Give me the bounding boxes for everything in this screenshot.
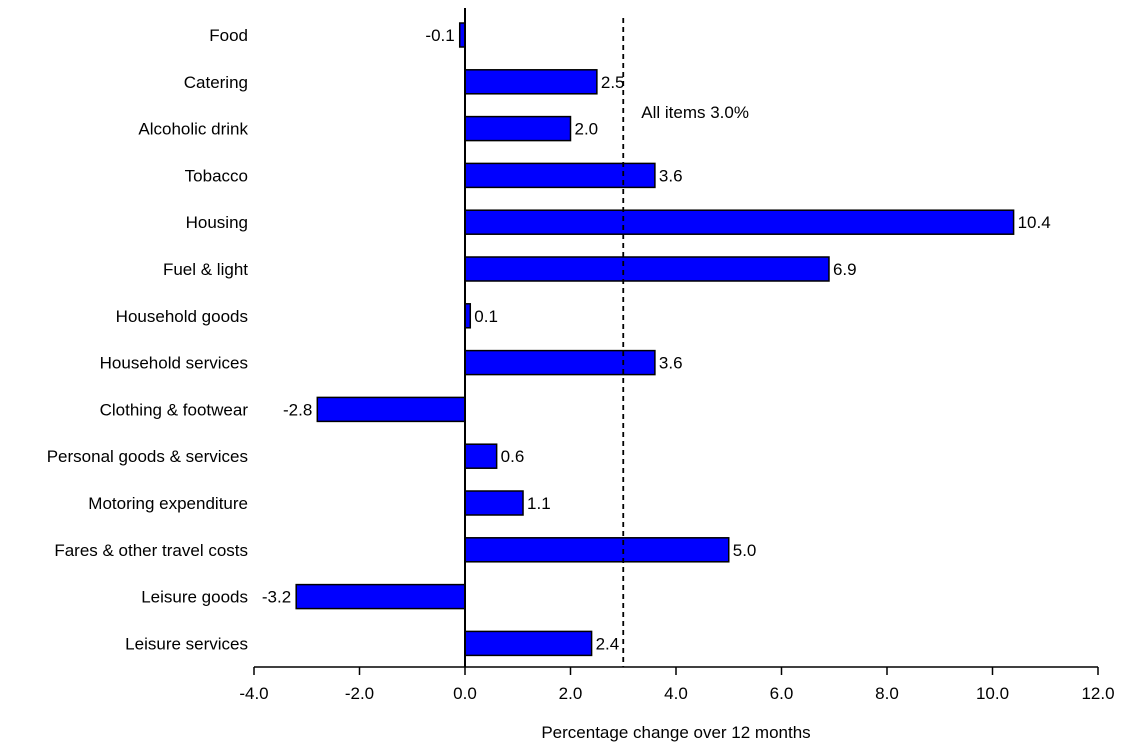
category-label: Personal goods & services xyxy=(47,447,248,466)
x-tick-label: 8.0 xyxy=(875,684,899,703)
category-label: Food xyxy=(209,26,248,45)
category-label: Alcoholic drink xyxy=(138,120,248,139)
category-label: Catering xyxy=(184,73,248,92)
bar xyxy=(464,490,524,516)
x-tick-label: 12.0 xyxy=(1081,684,1114,703)
category-label: Leisure goods xyxy=(141,588,248,607)
category-label: Clothing & footwear xyxy=(100,400,249,419)
value-label: 10.4 xyxy=(1018,213,1051,232)
category-label: Fares & other travel costs xyxy=(54,541,248,560)
x-tick-label: -2.0 xyxy=(345,684,374,703)
category-label: Housing xyxy=(186,213,248,232)
value-label: 6.9 xyxy=(833,260,857,279)
bars-layer xyxy=(295,22,1015,657)
bar xyxy=(464,256,830,282)
bar xyxy=(464,209,1015,235)
value-label: -2.8 xyxy=(283,400,312,419)
value-label: 0.6 xyxy=(501,447,525,466)
bar xyxy=(464,630,593,657)
value-label: 2.5 xyxy=(601,73,625,92)
value-label: 5.0 xyxy=(733,541,757,560)
value-label: 2.0 xyxy=(575,120,599,139)
x-axis-title: Percentage change over 12 months xyxy=(541,723,810,742)
bar xyxy=(464,115,572,142)
bar xyxy=(295,583,466,610)
bar xyxy=(464,69,598,95)
category-label: Tobacco xyxy=(185,166,248,185)
x-tick-label: -4.0 xyxy=(239,684,268,703)
value-label: 1.1 xyxy=(527,494,551,513)
bar xyxy=(464,443,498,469)
category-label: Motoring expenditure xyxy=(88,494,248,513)
category-label: Fuel & light xyxy=(163,260,248,279)
category-label: Household services xyxy=(100,354,248,373)
category-label: Leisure services xyxy=(125,634,248,653)
x-tick-label: 4.0 xyxy=(664,684,688,703)
value-label: 2.4 xyxy=(596,634,620,653)
x-tick-label: 2.0 xyxy=(559,684,583,703)
x-ticks: -4.0 -2.0 0.0 2.0 4.0 6.0 8.0 10.0 12.0 xyxy=(239,667,1115,703)
value-label: 3.6 xyxy=(659,166,683,185)
value-label: 3.6 xyxy=(659,354,683,373)
x-tick-label: 0.0 xyxy=(453,684,477,703)
bar xyxy=(464,349,656,376)
value-label: -3.2 xyxy=(262,588,291,607)
bar xyxy=(464,162,656,189)
reference-line-label: All items 3.0% xyxy=(641,103,749,122)
labels-layer: Food -0.1 Catering 2.5 Alcoholic drink 2.0 Tob… xyxy=(47,26,1051,653)
bar xyxy=(316,396,466,423)
x-tick-label: 6.0 xyxy=(770,684,794,703)
x-tick-label: 10.0 xyxy=(976,684,1009,703)
bar xyxy=(464,537,730,563)
category-label: Household goods xyxy=(116,307,248,326)
value-label: -0.1 xyxy=(425,26,454,45)
value-label: 0.1 xyxy=(474,307,498,326)
